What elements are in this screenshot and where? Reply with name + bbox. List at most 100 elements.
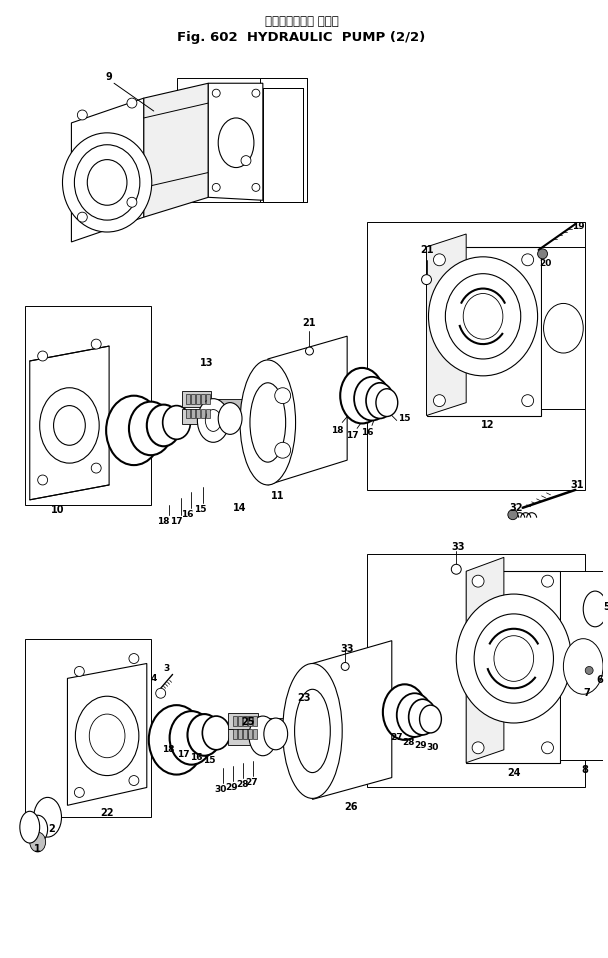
Ellipse shape bbox=[295, 689, 330, 772]
Circle shape bbox=[522, 254, 534, 265]
Bar bbox=[187, 394, 190, 403]
Circle shape bbox=[542, 575, 553, 587]
Bar bbox=[233, 729, 237, 739]
Polygon shape bbox=[209, 83, 263, 200]
Text: 21: 21 bbox=[303, 318, 316, 329]
Circle shape bbox=[129, 776, 139, 786]
Text: 30: 30 bbox=[214, 785, 226, 794]
Ellipse shape bbox=[544, 304, 583, 354]
Ellipse shape bbox=[249, 716, 277, 756]
Circle shape bbox=[275, 443, 291, 458]
Text: 16: 16 bbox=[190, 753, 202, 763]
Circle shape bbox=[472, 575, 484, 587]
Bar bbox=[206, 408, 210, 419]
Text: 15: 15 bbox=[398, 414, 411, 423]
Text: 16: 16 bbox=[181, 511, 194, 519]
Ellipse shape bbox=[264, 718, 288, 750]
Ellipse shape bbox=[456, 594, 572, 723]
Ellipse shape bbox=[149, 705, 204, 775]
Text: 11: 11 bbox=[271, 490, 285, 501]
Ellipse shape bbox=[240, 360, 295, 485]
Ellipse shape bbox=[20, 811, 40, 843]
Ellipse shape bbox=[340, 368, 384, 423]
Text: 5: 5 bbox=[604, 602, 608, 612]
Ellipse shape bbox=[494, 636, 534, 681]
Text: 24: 24 bbox=[507, 767, 520, 778]
Circle shape bbox=[74, 667, 85, 676]
Ellipse shape bbox=[383, 684, 426, 740]
Ellipse shape bbox=[74, 145, 140, 220]
Text: 18: 18 bbox=[157, 517, 170, 526]
Bar bbox=[248, 716, 252, 726]
Circle shape bbox=[241, 155, 251, 166]
Polygon shape bbox=[263, 88, 303, 202]
Text: 16: 16 bbox=[361, 428, 373, 437]
Polygon shape bbox=[367, 555, 586, 787]
Text: 27: 27 bbox=[390, 734, 403, 742]
Text: 8: 8 bbox=[582, 764, 589, 775]
Text: 31: 31 bbox=[570, 480, 584, 490]
Text: 17: 17 bbox=[346, 431, 359, 440]
Text: 28: 28 bbox=[236, 780, 248, 789]
Bar bbox=[238, 716, 242, 726]
Polygon shape bbox=[426, 247, 541, 416]
Text: 19: 19 bbox=[572, 221, 584, 231]
Circle shape bbox=[212, 183, 220, 192]
Ellipse shape bbox=[376, 389, 398, 417]
Polygon shape bbox=[30, 346, 109, 500]
Polygon shape bbox=[466, 571, 561, 763]
Ellipse shape bbox=[163, 405, 190, 440]
Text: 18: 18 bbox=[331, 426, 344, 435]
Bar bbox=[182, 391, 211, 406]
Circle shape bbox=[252, 89, 260, 97]
Circle shape bbox=[522, 395, 534, 406]
Bar bbox=[182, 408, 211, 424]
Ellipse shape bbox=[106, 396, 162, 466]
Bar bbox=[201, 408, 206, 419]
Text: 17: 17 bbox=[177, 750, 190, 760]
Ellipse shape bbox=[147, 404, 181, 446]
Text: 7: 7 bbox=[584, 688, 590, 698]
Ellipse shape bbox=[463, 293, 503, 339]
Text: 33: 33 bbox=[452, 542, 465, 553]
Polygon shape bbox=[144, 83, 209, 217]
Polygon shape bbox=[313, 641, 392, 799]
Ellipse shape bbox=[250, 383, 286, 462]
Text: 6: 6 bbox=[596, 675, 604, 685]
Circle shape bbox=[127, 98, 137, 108]
Circle shape bbox=[77, 212, 88, 222]
Ellipse shape bbox=[397, 694, 432, 737]
Text: 14: 14 bbox=[233, 503, 247, 513]
Ellipse shape bbox=[206, 410, 221, 431]
Bar bbox=[201, 394, 206, 403]
Bar bbox=[192, 394, 195, 403]
Ellipse shape bbox=[429, 257, 537, 376]
Text: 15: 15 bbox=[203, 756, 216, 765]
Text: 25: 25 bbox=[241, 717, 255, 727]
Bar bbox=[196, 408, 201, 419]
Ellipse shape bbox=[218, 118, 254, 168]
Text: 3: 3 bbox=[164, 664, 170, 673]
Polygon shape bbox=[176, 79, 308, 202]
Ellipse shape bbox=[564, 639, 603, 695]
Circle shape bbox=[91, 339, 101, 349]
Ellipse shape bbox=[63, 133, 152, 232]
Ellipse shape bbox=[89, 714, 125, 758]
Bar bbox=[228, 713, 258, 729]
Bar bbox=[256, 718, 316, 730]
Ellipse shape bbox=[129, 401, 173, 455]
Circle shape bbox=[252, 183, 260, 192]
Text: 26: 26 bbox=[344, 802, 358, 812]
Text: 28: 28 bbox=[402, 739, 415, 747]
Ellipse shape bbox=[198, 399, 229, 443]
Ellipse shape bbox=[445, 274, 520, 359]
Circle shape bbox=[156, 688, 165, 698]
Polygon shape bbox=[426, 234, 466, 416]
Ellipse shape bbox=[88, 160, 127, 205]
Circle shape bbox=[127, 197, 137, 207]
Text: 2: 2 bbox=[48, 824, 55, 834]
Ellipse shape bbox=[54, 405, 85, 445]
Circle shape bbox=[586, 667, 593, 674]
Ellipse shape bbox=[33, 797, 61, 837]
Circle shape bbox=[472, 741, 484, 754]
